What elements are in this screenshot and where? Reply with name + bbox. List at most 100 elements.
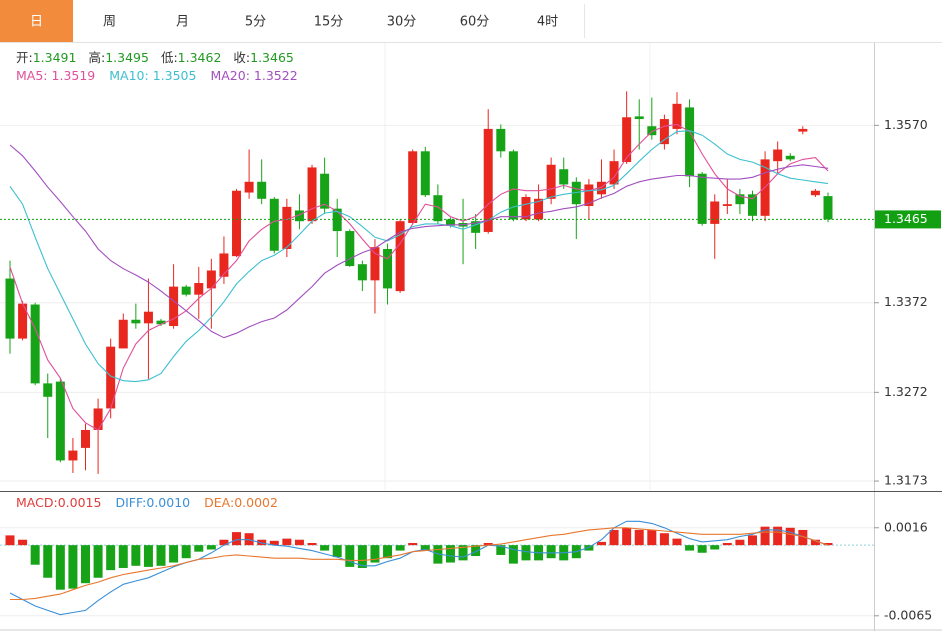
y-tick-label: 1.3570: [884, 117, 928, 132]
candle-body: [433, 195, 443, 222]
candle-body: [345, 231, 355, 266]
tab-label[interactable]: 周: [103, 15, 116, 30]
macd-bar: [634, 529, 644, 546]
macd-bar: [370, 545, 380, 563]
macd-legend: MACD:0.0015 DIFF:0.0010 DEA:0.0002: [16, 495, 278, 510]
tab-label[interactable]: 60分: [460, 15, 490, 30]
macd-bar: [30, 545, 40, 565]
tab[interactable]: 30分: [365, 0, 439, 42]
candle-body: [609, 161, 619, 185]
macd-bar: [307, 542, 317, 546]
legend-label: MACD:: [16, 495, 58, 510]
tab-label[interactable]: 5分: [245, 15, 266, 30]
legend-label: DIFF:: [115, 495, 146, 510]
macd-bar: [156, 545, 166, 566]
tab-label[interactable]: 30分: [387, 15, 417, 30]
macd-bar: [697, 545, 707, 553]
tab-background[interactable]: [146, 0, 219, 42]
tab-background[interactable]: [219, 0, 292, 42]
macd-bar: [785, 527, 795, 546]
tab[interactable]: 月: [146, 0, 220, 42]
macd-bar: [408, 542, 418, 546]
candle-body: [320, 173, 330, 209]
macd-bar: [106, 545, 116, 571]
tab-background[interactable]: [0, 0, 73, 42]
candle-body: [559, 169, 569, 185]
tab-label[interactable]: 月: [176, 15, 189, 30]
macd-bar: [93, 545, 103, 578]
tab[interactable]: 周: [73, 0, 147, 42]
tab-background[interactable]: [73, 0, 146, 42]
ohlc-label: 开:: [16, 50, 33, 65]
macd-bar: [798, 529, 808, 546]
candle-body: [143, 311, 153, 324]
tab-background[interactable]: [292, 0, 365, 42]
candle-body: [257, 181, 267, 199]
macd-bar: [483, 542, 493, 546]
candle-body: [408, 151, 418, 223]
macd-bar: [471, 545, 481, 557]
candle-body: [685, 107, 695, 177]
tab-background[interactable]: [365, 0, 438, 42]
macd-bar: [357, 545, 367, 568]
legend-value: 1.3522: [254, 68, 298, 83]
ohlc-label: 低:: [161, 50, 178, 65]
legend-label: DEA:: [204, 495, 234, 510]
tab-label[interactable]: 日: [30, 15, 43, 30]
macd-bar: [55, 545, 65, 590]
macd-bar: [508, 545, 518, 564]
candle-body: [773, 149, 783, 162]
macd-bar: [5, 535, 15, 546]
candle-body: [383, 248, 393, 289]
macd-bar: [118, 545, 128, 568]
macd-bar: [622, 527, 632, 546]
candle-body: [194, 283, 204, 295]
macd-bar: [445, 545, 455, 563]
legend-value: 0.0010: [146, 495, 190, 510]
macd-bar: [710, 545, 720, 550]
tab-label[interactable]: 4时: [537, 15, 558, 30]
candle-body: [5, 278, 15, 339]
tab[interactable]: 15分: [292, 0, 366, 42]
candle-body: [747, 194, 757, 216]
candle-body: [131, 319, 141, 324]
candle-body: [634, 116, 644, 120]
candle-body: [735, 194, 745, 205]
legend-label: MA20:: [210, 68, 249, 83]
ohlc-value: 1.3465: [250, 50, 294, 65]
candle-body: [282, 206, 292, 249]
tab[interactable]: 60分: [438, 0, 512, 42]
ohlc-value: 1.3462: [178, 50, 222, 65]
candle-body: [232, 190, 242, 257]
legend-value: 1.3519: [52, 68, 96, 83]
ohlc-header: 开:1.3491 高:1.3495 低:1.3462 收:1.3465: [16, 50, 294, 65]
candle-body: [471, 221, 481, 233]
tab[interactable]: 4时: [511, 0, 585, 42]
y-tick-label: 1.3173: [884, 473, 928, 488]
candle-body: [647, 126, 657, 136]
candle-body: [30, 304, 40, 384]
candle-body: [483, 128, 493, 232]
legend-label: MA10:: [109, 68, 148, 83]
macd-bar: [81, 545, 91, 584]
candle-body: [357, 264, 367, 281]
last-price-box: [875, 210, 941, 229]
tab-background[interactable]: [511, 0, 584, 42]
tab-background[interactable]: [438, 0, 511, 42]
macd-bar: [232, 532, 242, 546]
tab[interactable]: 日: [0, 0, 74, 42]
y-tick-label: -0.0065: [884, 607, 932, 622]
ohlc-value: 1.3495: [105, 50, 149, 65]
candle-body: [521, 197, 531, 220]
ohlc-value: 1.3491: [33, 50, 77, 65]
macd-bar: [647, 529, 657, 546]
macd-line: [10, 527, 829, 601]
tab-label[interactable]: 15分: [314, 15, 344, 30]
macd-bar: [722, 542, 732, 546]
tab[interactable]: 5分: [219, 0, 293, 42]
candle-body: [68, 450, 78, 461]
last-price-label: 1.3465: [884, 211, 928, 226]
candle-body: [81, 429, 91, 448]
legend-value: 0.0002: [234, 495, 278, 510]
